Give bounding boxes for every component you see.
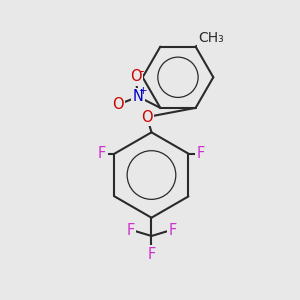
Text: O: O bbox=[141, 110, 153, 124]
Text: F: F bbox=[197, 146, 205, 161]
Text: +: + bbox=[139, 86, 148, 96]
Text: F: F bbox=[169, 223, 177, 238]
Text: -: - bbox=[140, 65, 144, 78]
Text: CH₃: CH₃ bbox=[198, 32, 224, 45]
Text: F: F bbox=[126, 223, 134, 238]
Text: F: F bbox=[147, 247, 156, 262]
Text: N: N bbox=[133, 89, 144, 104]
Text: F: F bbox=[98, 146, 106, 161]
Text: O: O bbox=[130, 69, 142, 84]
Text: O: O bbox=[112, 98, 124, 112]
